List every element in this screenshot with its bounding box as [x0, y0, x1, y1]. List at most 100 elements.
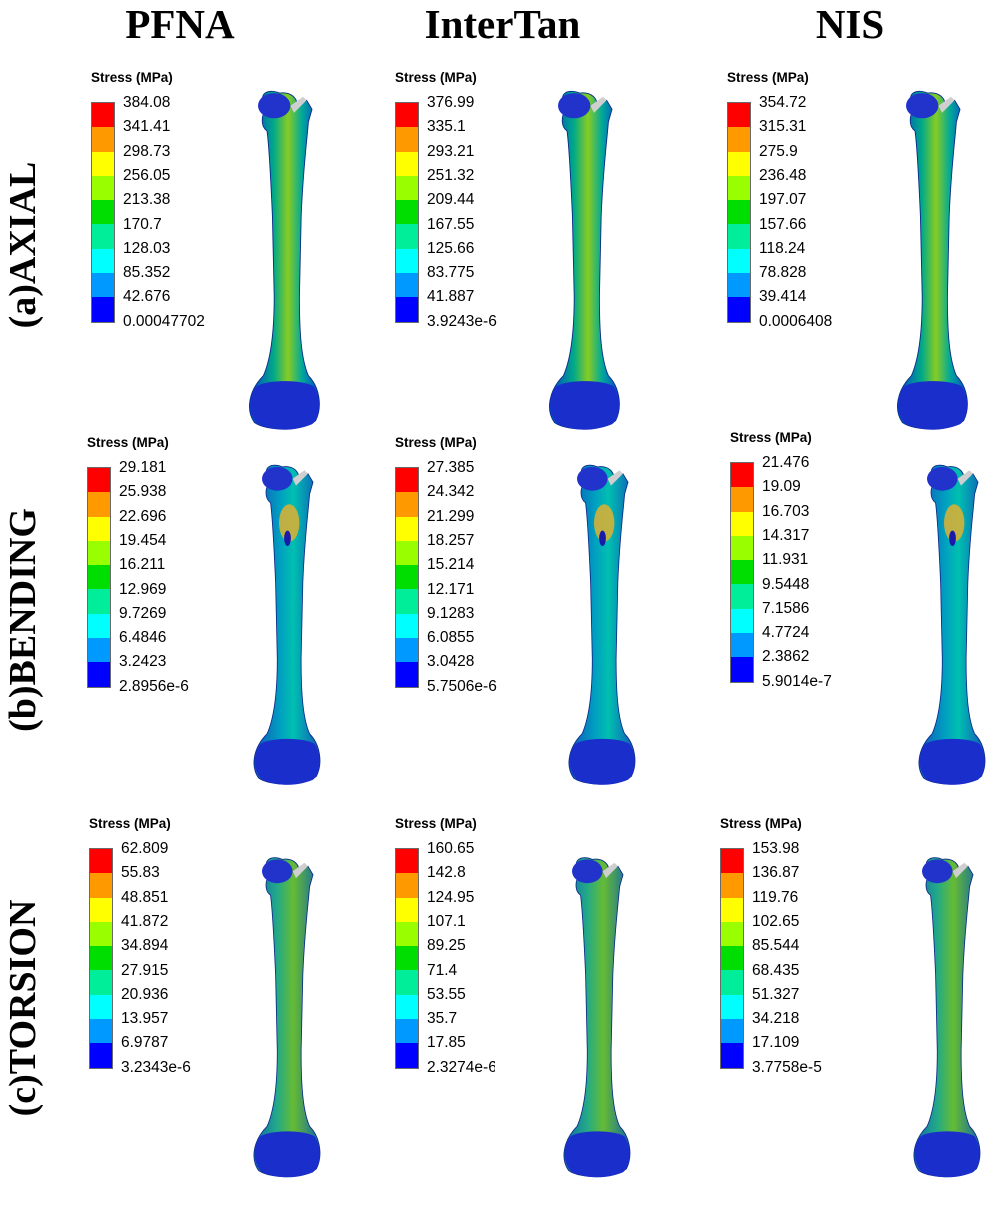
legend-swatch — [90, 1019, 112, 1044]
legend-swatch — [90, 921, 112, 947]
femur-model-axial-intertan — [549, 90, 620, 430]
legend-tick-label: 17.109 — [752, 1034, 800, 1052]
legend-swatch — [396, 994, 418, 1020]
legend-tick-label: 34.894 — [121, 937, 169, 955]
legend-swatch — [396, 492, 418, 517]
legend-tick-label: 3.0428 — [427, 653, 475, 671]
legend-tick-label: 71.4 — [427, 961, 458, 979]
row-label-torsion: (c)TORSION — [2, 899, 44, 1116]
legend-tick-label: 160.65 — [427, 840, 475, 857]
legend-tick-label: 119.76 — [752, 888, 799, 906]
legend-tick-label: 25.938 — [119, 483, 167, 501]
femur-model-torsion-pfna — [253, 857, 321, 1178]
legend-tick-label: 251.32 — [427, 166, 475, 184]
femur-model-bending-pfna — [253, 464, 321, 785]
legend-tick-label: 236.48 — [759, 166, 807, 184]
legend-swatch — [728, 175, 750, 201]
legend-swatch — [396, 297, 418, 322]
legend-tick-label: 9.5448 — [762, 575, 810, 593]
legend-color-bar — [91, 102, 115, 323]
legend-title: Stress (MPa) — [395, 70, 477, 85]
row-label-axial: (a)AXIAL — [2, 161, 44, 329]
legend-title: Stress (MPa) — [89, 816, 171, 831]
column-header-pfna: PFNA — [125, 1, 235, 47]
legend-swatch — [396, 273, 418, 298]
legend-swatch — [731, 608, 753, 634]
legend-tick-label: 89.25 — [427, 937, 466, 955]
legend-tick-label: 293.21 — [427, 142, 475, 160]
legend-tick-label: 9.1283 — [427, 604, 475, 622]
legend-tick-label: 6.9787 — [121, 1034, 169, 1052]
legend-title: Stress (MPa) — [87, 435, 169, 450]
legend-swatch — [396, 873, 418, 898]
legend-tick-label: 68.435 — [752, 961, 800, 979]
legend-title: Stress (MPa) — [395, 816, 477, 831]
legend-tick-label: 62.809 — [121, 840, 169, 857]
legend-swatch — [90, 897, 112, 922]
legend-tick-label: 102.65 — [752, 912, 800, 930]
legend-swatch — [731, 487, 753, 512]
legend-tick-label: 170.7 — [123, 215, 162, 233]
legend-tick-label: 18.257 — [427, 531, 475, 549]
legend-tick-label: 275.9 — [759, 142, 798, 160]
legend-tick-label: 2.8956e-6 — [119, 677, 189, 695]
legend-tick-label: 16.211 — [119, 556, 166, 574]
legend-tick-label: 6.4846 — [119, 629, 167, 647]
legend-tick-label: 136.87 — [752, 864, 800, 882]
legend-bending-intertan: Stress (MPa) 27.385 24.342 21.299 18.257 15.2… — [395, 435, 507, 715]
legend-swatch — [396, 921, 418, 947]
legend-swatch — [88, 662, 110, 687]
legend-tick-label: 118.24 — [759, 239, 806, 257]
legend-swatch — [90, 849, 112, 874]
legend-swatch — [88, 589, 110, 614]
legend-swatch — [396, 946, 418, 971]
legend-swatch — [88, 540, 110, 566]
legend-tick-label: 12.969 — [119, 580, 167, 598]
legend-tick-label: 167.55 — [427, 215, 475, 233]
legend-tick-label: 22.696 — [119, 507, 167, 525]
legend-tick-label: 12.171 — [427, 580, 475, 598]
legend-swatch — [721, 970, 743, 995]
legend-tick-label: 42.676 — [123, 288, 171, 306]
legend-tick-label: 15.214 — [427, 556, 475, 574]
legend-tick-label: 376.99 — [427, 94, 475, 111]
legend-tick-label: 85.352 — [123, 264, 171, 282]
legend-title: Stress (MPa) — [727, 70, 809, 85]
legend-torsion-nis: Stress (MPa) 153.98 136.87 119.76 102.65 85.5… — [720, 816, 870, 1086]
legend-swatch — [396, 224, 418, 249]
legend-title: Stress (MPa) — [91, 70, 173, 85]
legend-axial-intertan: Stress (MPa) 376.99 335.1 293.21 251.32 209.4… — [395, 70, 545, 340]
legend-tick-label: 341.41 — [123, 118, 171, 136]
legend-swatch — [92, 103, 114, 128]
legend-tick-label: 7.1586 — [762, 599, 810, 617]
legend-swatch — [88, 492, 110, 517]
legend-swatch — [396, 516, 418, 541]
legend-swatch — [731, 657, 753, 682]
legend-tick-label: 55.83 — [121, 864, 160, 882]
legend-swatch — [731, 535, 753, 561]
legend-tick-label: 3.9243e-6 — [427, 312, 497, 330]
legend-tick-label: 298.73 — [123, 142, 171, 160]
legend-tick-label: 4.7724 — [762, 624, 810, 642]
legend-title: Stress (MPa) — [395, 435, 477, 450]
legend-tick-label: 213.38 — [123, 191, 171, 209]
legend-swatch — [92, 127, 114, 152]
legend-swatch — [396, 613, 418, 639]
legend-swatch — [396, 103, 418, 128]
legend-tick-label: 34.218 — [752, 1010, 800, 1028]
legend-color-bar — [727, 102, 751, 323]
legend-color-bar — [89, 848, 113, 1069]
legend-swatch — [92, 151, 114, 176]
legend-tick-label: 24.342 — [427, 483, 475, 501]
legend-tick-label: 35.7 — [427, 1010, 458, 1028]
legend-tick-label: 384.08 — [123, 94, 171, 111]
legend-tick-label: 41.887 — [427, 288, 475, 306]
femur-model-axial-nis — [897, 90, 968, 430]
femur-model-torsion-intertan — [563, 857, 631, 1178]
legend-swatch — [396, 200, 418, 225]
legend-tick-label: 197.07 — [759, 191, 807, 209]
legend-tick-label: 2.3862 — [762, 648, 810, 666]
legend-tick-label: 39.414 — [759, 288, 807, 306]
femur-model-axial-pfna — [249, 90, 320, 430]
legend-tick-label: 27.915 — [121, 961, 169, 979]
